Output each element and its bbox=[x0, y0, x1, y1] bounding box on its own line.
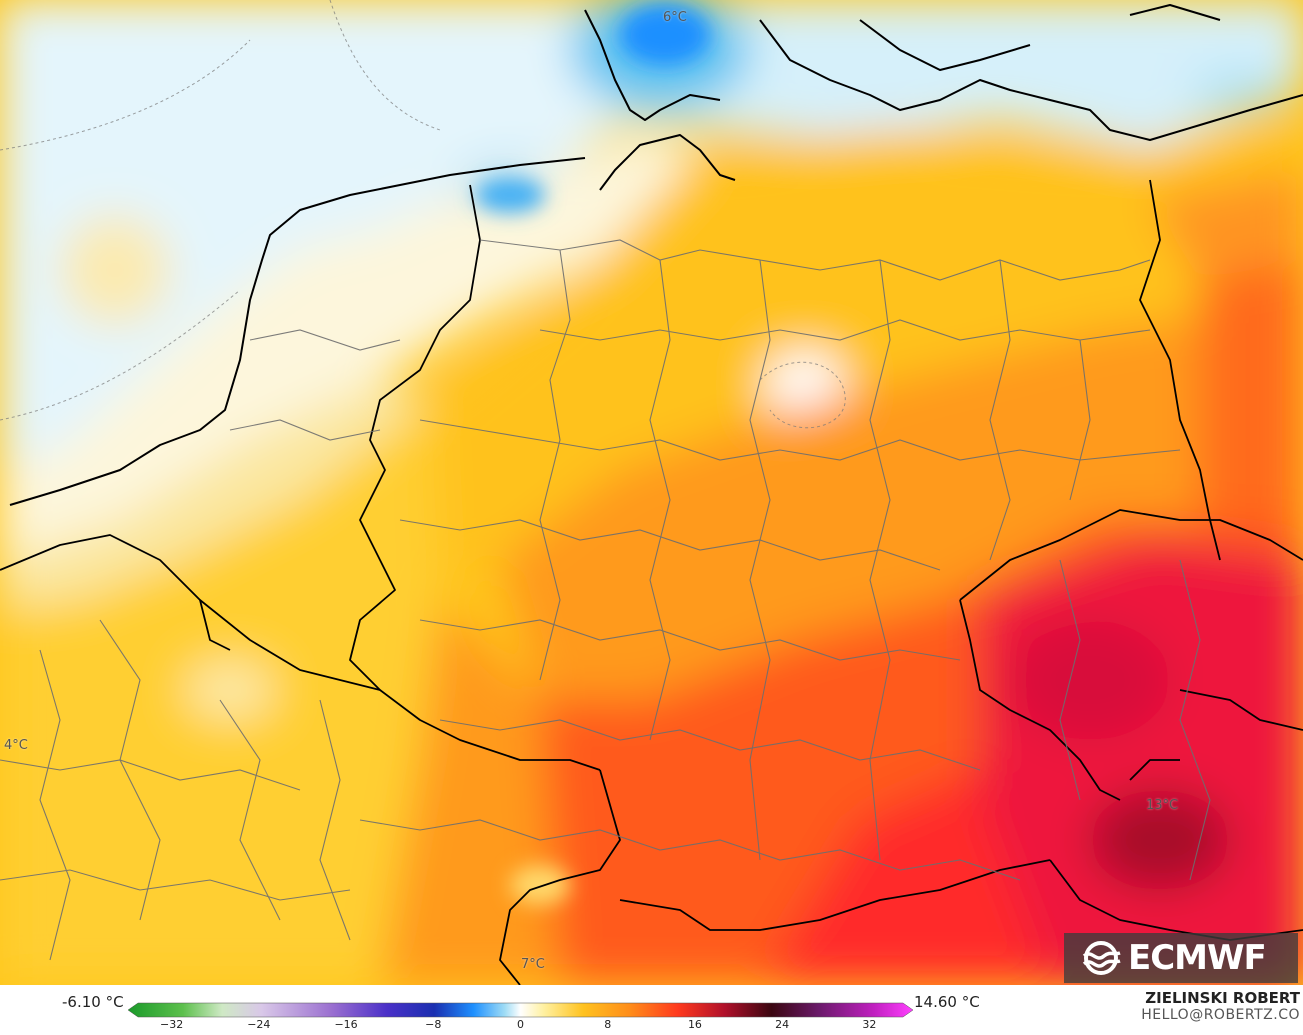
coastlines bbox=[9, 4, 1303, 506]
legend-tick: 32 bbox=[862, 1018, 877, 1031]
temperature-field bbox=[0, 0, 1303, 985]
legend-max-label: 14.60 °C bbox=[914, 993, 980, 1011]
legend-colorbar bbox=[128, 1002, 913, 1018]
legend-tick: −16 bbox=[334, 1018, 358, 1031]
legend-tick: 24 bbox=[775, 1018, 790, 1031]
legend-tick: 0 bbox=[517, 1018, 524, 1031]
legend-tick: −32 bbox=[160, 1018, 184, 1031]
temp-label-north: 6°C bbox=[663, 10, 687, 25]
ecmwf-logo-text: ECMWF bbox=[1128, 938, 1267, 978]
region-borders bbox=[0, 239, 1211, 961]
footer: -6.10 °C bbox=[0, 985, 1303, 1035]
author-email: HELLO@ROBERTZ.CO bbox=[1141, 1007, 1300, 1023]
ecmwf-mark-icon bbox=[1082, 941, 1121, 975]
legend-tick: −8 bbox=[425, 1018, 442, 1031]
temp-label-west: 4°C bbox=[4, 738, 28, 753]
temp-label-east: 13°C bbox=[1146, 798, 1179, 813]
temp-label-south: 7°C bbox=[521, 957, 545, 972]
author-credit: ZIELINSKI ROBERT bbox=[1145, 989, 1300, 1007]
legend-tick: 16 bbox=[687, 1018, 702, 1031]
legend-tick: 8 bbox=[604, 1018, 612, 1031]
isotherms bbox=[0, 0, 846, 429]
legend-min-label: -6.10 °C bbox=[62, 993, 124, 1011]
legend-tick: −24 bbox=[247, 1018, 271, 1031]
temperature-map bbox=[0, 0, 1303, 985]
ecmwf-logo: ECMWF bbox=[1064, 933, 1298, 983]
